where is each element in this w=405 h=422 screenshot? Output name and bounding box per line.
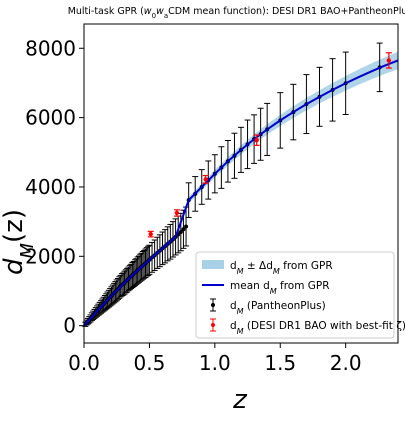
desi-point [202,174,209,184]
y-axis-ticks: 0 2000 4000 6000 8000 [25,36,84,338]
legend-box [195,251,395,339]
legend: dM ± ΔdM from GPR mean dM from GPR dM (Pan… [195,251,405,339]
y-tick-label: 8000 [25,36,76,60]
desi-point [173,209,180,217]
chart-title: Multi-task GPR (w0waCDM mean function): … [68,6,405,20]
legend-entry: mean dM from GPR [202,280,330,296]
x-tick-label: 1.5 [264,351,296,375]
gpr-mean-line-layer [83,59,399,327]
legend-label: dM (PantheonPlus) [230,300,326,316]
y-tick-label: 6000 [25,106,76,130]
y-tick-label: 2000 [25,244,76,268]
y-tick-label: 4000 [25,175,76,199]
legend-marker [211,303,215,307]
legend-label: dM (DESI DR1 BAO with best-fit ζ) [230,320,405,336]
desi-point [147,230,154,238]
x-axis-label: z [232,385,248,415]
gpr-mean-line [83,59,399,327]
y-axis-label: dM(z) [0,209,38,275]
legend-entry: dM (PantheonPlus) [210,298,326,316]
legend-label: mean dM from GPR [230,280,330,296]
legend-label: dM ± ΔdM from GPR [230,260,333,276]
gpr-band [84,51,398,326]
pantheon-point [183,206,190,247]
x-tick-label: 0.5 [134,351,166,375]
gpr-uncertainty-band [84,51,398,326]
y-tick-label: 0 [63,314,76,338]
desi-point [385,52,392,69]
legend-band-swatch [202,260,224,269]
x-axis-ticks: 0.0 0.5 1.0 1.5 2.0 [68,343,362,375]
x-tick-label: 2.0 [330,351,362,375]
legend-entry: dM ± ΔdM from GPR [202,260,333,276]
legend-marker [211,323,215,327]
x-tick-label: 1.0 [199,351,231,375]
desi-data-points [147,52,392,238]
plot-frame [83,23,399,344]
x-tick-label: 0.0 [68,351,100,375]
legend-entry: dM (DESI DR1 BAO with best-fit ζ) [210,318,405,336]
desi-point [253,134,260,146]
